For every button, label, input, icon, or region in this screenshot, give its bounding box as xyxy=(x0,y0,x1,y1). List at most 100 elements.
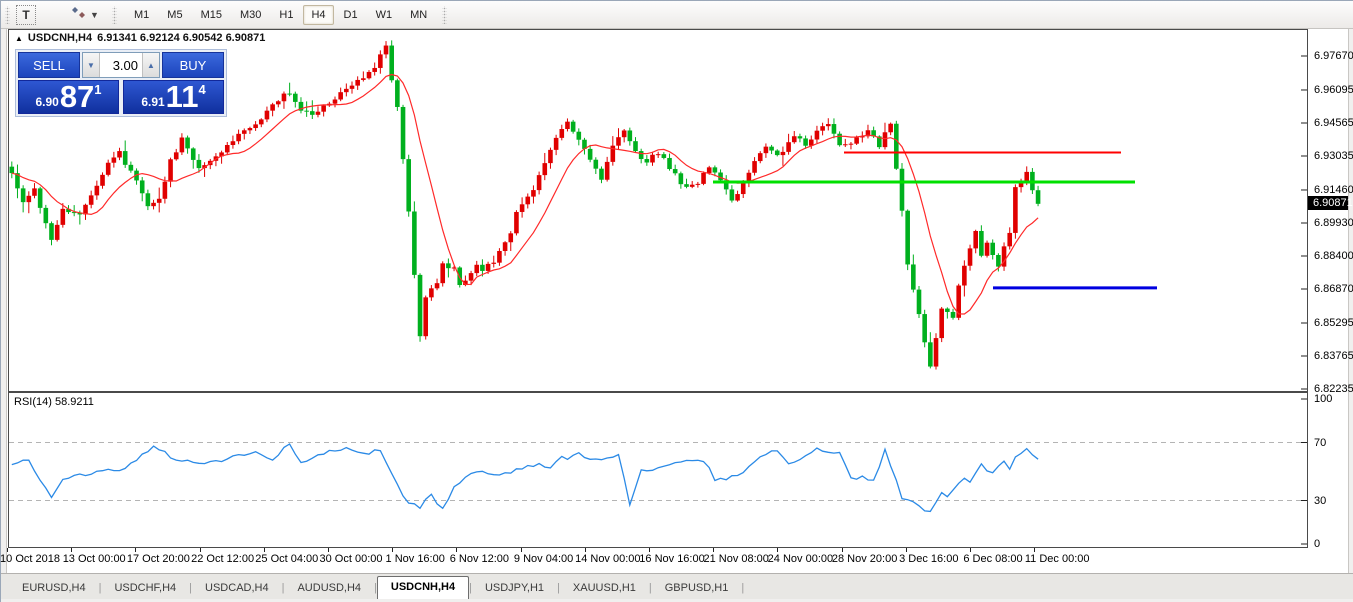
price-axis[interactable]: 6.90871 6.97670 6.96095 6.94565 6.93035 6.91… xyxy=(1308,29,1353,550)
sell-price-box[interactable]: 6.90 87 1 xyxy=(18,80,119,114)
chart-tab-bar: EURUSD,H4 | USDCHF,H4 | USDCAD,H4 | AUDUSD,H4 |… xyxy=(1,573,1353,599)
collapse-arrow-icon[interactable]: ▲ xyxy=(15,33,23,43)
rsi-indicator-panel: RSI(14) 58.9211 xyxy=(8,392,1308,548)
price-axis-label: 6.85295 xyxy=(1314,316,1353,329)
buy-price-box[interactable]: 6.91 11 4 xyxy=(123,80,224,114)
tab-separator: | xyxy=(189,582,193,594)
sell-price-point: 1 xyxy=(94,82,102,97)
time-axis-tick xyxy=(135,548,137,552)
chart-tab-AUDUSD[interactable]: AUDUSD,H4 xyxy=(297,582,362,594)
volume-input[interactable]: 3.00 xyxy=(112,57,138,73)
price-chart-panel: ▲ USDCNH,H4 6.91341 6.92124 6.90542 6.90… xyxy=(8,29,1308,392)
chart-tab-XAUUSD[interactable]: XAUUSD,H1 xyxy=(572,582,636,594)
chart-ohlc-values: 6.91341 6.92124 6.90542 6.90871 xyxy=(97,32,266,44)
time-axis-tick xyxy=(970,548,971,552)
price-axis-label: 6.93035 xyxy=(1314,150,1353,162)
tab-separator: | xyxy=(557,582,560,594)
time-axis-tick xyxy=(1034,548,1036,552)
tab-separator: | xyxy=(281,582,285,594)
time-axis-label: 30 Oct 00:00 xyxy=(319,553,383,565)
time-axis-tick xyxy=(841,548,843,552)
price-axis-label: 6.96095 xyxy=(1314,83,1353,96)
chart-tab-USDCHF[interactable]: USDCHF,H4 xyxy=(114,582,177,594)
price-axis-label: 6.83765 xyxy=(1314,350,1353,362)
time-axis-label: 17 Oct 20:00 xyxy=(126,553,190,565)
volume-spinner: ▼ 3.00 ▲ xyxy=(82,52,160,78)
price-chart-canvas[interactable] xyxy=(9,30,1307,391)
chart-tab-USDJPY[interactable]: USDJPY,H1 xyxy=(484,582,545,594)
price-axis-label: 6.97670 xyxy=(1314,50,1353,62)
volume-increase-button[interactable]: ▲ xyxy=(142,53,159,77)
window-edge-left xyxy=(1,29,7,599)
timeframe-button-D1[interactable]: D1 xyxy=(343,8,358,21)
time-axis-label: 13 Oct 00:00 xyxy=(62,553,126,565)
chart-tab-GBPUSD[interactable]: GBPUSD,H1 xyxy=(664,582,729,594)
text-tool-button[interactable]: T xyxy=(16,4,36,25)
time-axis-tick xyxy=(905,548,907,552)
time-axis-tick xyxy=(328,548,329,552)
tab-separator: | xyxy=(469,582,472,594)
time-axis-label: 1 Nov 16:00 xyxy=(385,553,445,565)
arrows-icon xyxy=(71,6,87,23)
time-axis-label: 9 Nov 04:00 xyxy=(513,553,574,565)
chart-tab-USDCAD[interactable]: USDCAD,H4 xyxy=(205,582,269,594)
time-axis-tick xyxy=(713,548,715,552)
sell-button[interactable]: SELL xyxy=(18,52,80,78)
tab-separator: | xyxy=(374,582,377,594)
timeframe-button-M15[interactable]: M15 xyxy=(200,8,222,21)
toolbar-grip[interactable] xyxy=(442,5,448,24)
toolbar-grip[interactable] xyxy=(112,5,117,24)
price-axis-label: 6.82235 xyxy=(1314,383,1353,395)
chart-tab-EURUSD[interactable]: EURUSD,H4 xyxy=(22,582,86,594)
one-click-trading-panel: SELL ▼ 3.00 ▲ BUY 6.90 87 1 6.91 11 4 xyxy=(15,49,227,117)
chart-symbol-period: USDCNH,H4 xyxy=(27,32,93,44)
time-axis-label: 11 Dec 00:00 xyxy=(1024,553,1090,565)
chart-tab-USDCNH[interactable]: USDCNH,H4 xyxy=(376,576,470,599)
timeframe-button-MN[interactable]: MN xyxy=(410,8,428,21)
price-axis-label: 6.91460 xyxy=(1314,183,1353,196)
rsi-axis-label: 0 xyxy=(1314,538,1321,550)
window-edge-bottom xyxy=(1,599,1353,602)
buy-button[interactable]: BUY xyxy=(162,52,224,78)
toolbar-grip[interactable] xyxy=(5,5,10,24)
sell-price-pips: 87 xyxy=(59,79,95,114)
timeframe-button-M1[interactable]: M1 xyxy=(134,8,150,21)
rsi-axis-label: 30 xyxy=(1314,494,1327,507)
buy-price-point: 4 xyxy=(198,82,206,97)
arrows-tool-button[interactable]: ▼ xyxy=(68,5,102,25)
timeframe-button-M30[interactable]: M30 xyxy=(239,8,262,21)
timeframe-button-W1[interactable]: W1 xyxy=(375,8,393,21)
time-axis-label: 21 Nov 08:00 xyxy=(703,553,769,565)
current-price-tag: 6.90871 xyxy=(1308,196,1353,210)
time-axis-label: 6 Dec 08:00 xyxy=(963,553,1023,565)
time-axis-tick xyxy=(584,548,586,552)
buy-price-pips: 11 xyxy=(165,79,199,114)
time-axis-label: 28 Nov 20:00 xyxy=(831,553,898,565)
sell-price-base: 6.90 xyxy=(35,95,59,109)
volume-decrease-button[interactable]: ▼ xyxy=(83,53,100,77)
price-axis-label: 6.88400 xyxy=(1314,250,1353,262)
rsi-axis-label: 100 xyxy=(1314,393,1333,405)
timeframe-button-M5[interactable]: M5 xyxy=(167,8,183,21)
price-axis-label: 6.86870 xyxy=(1314,283,1353,295)
window-edge-right xyxy=(1348,29,1353,599)
chart-title: ▲ USDCNH,H4 6.91341 6.92124 6.90542 6.90… xyxy=(15,32,265,44)
time-axis-label: 3 Dec 16:00 xyxy=(899,553,959,565)
time-axis-label: 10 Oct 2018 xyxy=(0,553,60,565)
tab-separator: | xyxy=(648,582,652,594)
time-axis-tick xyxy=(199,548,201,552)
timeframe-button-H1[interactable]: H1 xyxy=(279,8,294,21)
time-axis-label: 22 Oct 12:00 xyxy=(191,553,255,565)
price-axis-label: 6.94565 xyxy=(1314,116,1353,129)
rsi-chart-canvas[interactable] xyxy=(9,393,1307,547)
time-axis-label: 14 Nov 00:00 xyxy=(575,553,641,565)
time-axis-label: 24 Nov 00:00 xyxy=(767,553,834,565)
arrows-dropdown-icon[interactable]: ▼ xyxy=(90,9,99,20)
time-axis[interactable]: 10 Oct 2018 13 Oct 00:00 17 Oct 20:00 22 Oc… xyxy=(0,548,1348,573)
rsi-axis-label: 70 xyxy=(1314,436,1327,449)
time-axis-tick xyxy=(392,548,394,552)
time-axis-tick xyxy=(7,548,8,552)
tab-separator: | xyxy=(98,582,102,594)
timeframe-button-H4[interactable]: H4 xyxy=(303,4,334,25)
